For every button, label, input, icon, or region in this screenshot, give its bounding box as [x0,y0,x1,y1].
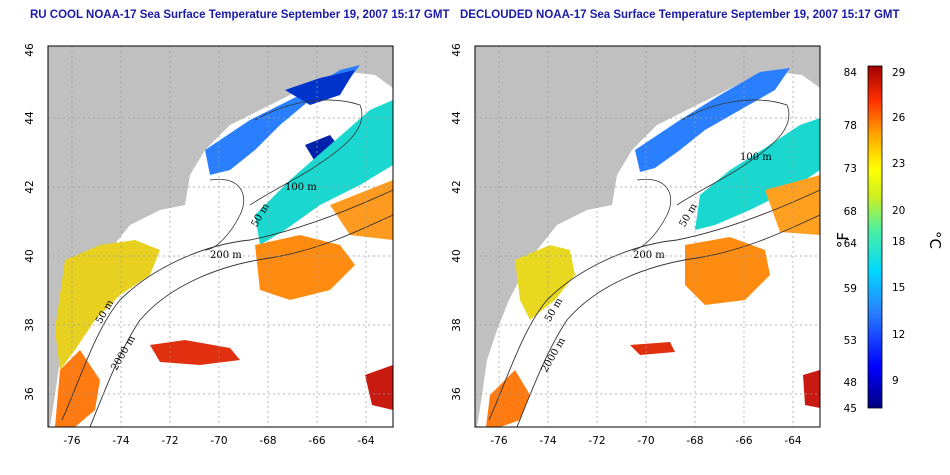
left-label-100m: 100 m [285,182,317,193]
c-tick-23: 23 [892,158,905,170]
left-sst-slope-warm [330,180,393,240]
left-label-200m: 200 m [210,250,242,261]
f-tick-45: 45 [844,403,857,415]
colorbar-fahrenheit-ticks: 84 78 73 68 64 59 53 48 45 [844,67,858,415]
right-sst-offshore-warm [685,237,770,305]
colorbar-gradient [867,65,883,409]
fahrenheit-unit-label: °F [834,232,852,248]
colorbar-celsius-ticks: 29 26 23 20 18 15 12 9 [892,67,906,387]
right-sst-slope-warm [765,175,820,235]
right-lon-70: -70 [637,435,654,447]
right-contour-100m [676,99,790,206]
c-tick-26: 26 [892,112,906,124]
right-lon-72: -72 [588,435,605,447]
left-sst-coldest-patch [285,70,355,105]
right-lon-ticks: -76 -74 -72 -70 -68 -66 -64 [490,435,801,447]
right-lon-74: -74 [539,435,556,447]
temperature-colorbar: 84 78 73 68 64 59 53 48 45 29 26 23 20 1… [834,65,944,415]
left-map-frame [47,45,394,428]
left-contour-100m [249,99,363,206]
right-sst-gulf-of-maine [635,68,790,172]
left-lon-70: -70 [210,435,227,447]
f-tick-78: 78 [844,120,857,132]
right-lon-64: -64 [784,435,801,447]
c-tick-12: 12 [892,329,905,341]
left-lat-44: 44 [24,111,36,125]
left-lat-36: 36 [24,387,36,401]
f-tick-59: 59 [844,283,857,295]
right-lon-76: -76 [490,435,507,447]
right-sst-gulf-stream-2 [803,370,820,408]
right-label-100m: 100 m [740,152,772,163]
left-panel-title: RU COOL NOAA-17 Sea Surface Temperature … [30,9,450,21]
right-lon-68: -68 [686,435,703,447]
right-sst-gulf-stream-1 [630,342,675,355]
f-tick-64: 64 [844,238,858,250]
c-tick-9: 9 [892,375,899,387]
right-lon-66: -66 [735,435,752,447]
f-tick-73: 73 [844,163,857,175]
right-lat-36: 36 [451,387,463,401]
left-lon-66: -66 [308,435,325,447]
right-contour-50m-shoal [631,178,672,251]
right-contour-2000m [516,214,821,428]
left-lon-76: -76 [63,435,80,447]
right-lat-42: 42 [451,180,463,193]
c-tick-15: 15 [892,282,905,294]
f-tick-48: 48 [844,377,857,389]
left-sst-mid-atlantic [55,240,160,370]
left-lat-42: 42 [24,180,36,193]
right-lat-38: 38 [451,318,463,331]
c-tick-18: 18 [892,236,905,248]
left-sst-gulf-stream-2 [365,365,393,410]
left-sst-offshore-warm [255,235,355,300]
left-lon-64: -64 [357,435,374,447]
right-sst-map: 200 m 100 m 50 m 2000 m 50 m 46 44 42 40… [451,43,821,447]
left-contour-200m [61,189,394,421]
celsius-unit-label: °C [926,231,944,249]
left-lon-68: -68 [259,435,276,447]
c-tick-29: 29 [892,67,905,79]
left-graticule [48,46,393,427]
left-lat-ticks: 46 44 42 40 38 36 [24,43,36,401]
left-contour-2000m [89,214,394,428]
f-tick-84: 84 [844,67,858,79]
left-lon-ticks: -76 -74 -72 -70 -68 -66 -64 [63,435,374,447]
left-sst-gulf-stream-1 [150,340,240,365]
right-panel-title: DECLOUDED NOAA-17 Sea Surface Temperatur… [460,9,900,21]
right-lat-44: 44 [451,111,463,125]
left-land-mass [48,46,393,427]
left-sst-south-coast [55,350,100,427]
right-graticule [475,46,820,427]
left-contour-50m-shoal [204,178,245,251]
right-label-200m: 200 m [633,250,665,261]
left-lat-46: 46 [24,43,36,57]
c-tick-20: 20 [892,205,905,217]
f-tick-68: 68 [844,206,857,218]
left-sst-map: 200 m 100 m 50 m 2000 m 50 m 46 44 42 40… [24,43,394,447]
right-sst-south-coast [486,370,530,427]
right-lat-ticks: 46 44 42 40 38 36 [451,43,463,401]
left-sst-shelf-break [255,100,393,245]
right-sst-shelf-break [695,118,820,230]
left-lon-72: -72 [161,435,178,447]
right-contour-200m [488,189,821,421]
left-lat-40: 40 [24,249,36,262]
right-lat-46: 46 [451,43,463,57]
left-lon-74: -74 [112,435,129,447]
right-land-mass [475,46,820,427]
right-lat-40: 40 [451,249,463,262]
left-lat-38: 38 [24,318,36,331]
f-tick-53: 53 [844,335,857,347]
right-map-frame [474,45,821,428]
right-sst-mid-atlantic [515,245,575,320]
